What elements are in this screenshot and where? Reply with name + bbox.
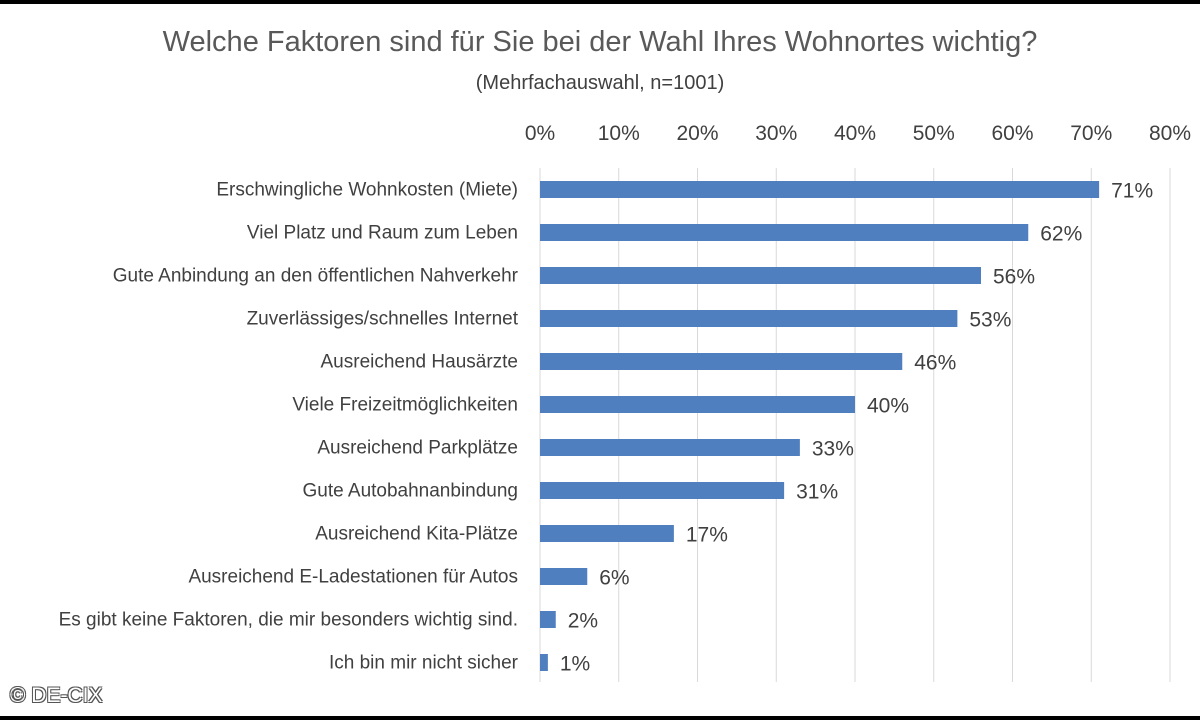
bar <box>540 224 1029 241</box>
category-label: Ich bin mir nicht sicher <box>329 653 519 674</box>
bar <box>540 181 1100 198</box>
category-label: Viel Platz und Raum zum Leben <box>247 223 518 244</box>
category-label: Ausreichend Parkplätze <box>317 438 518 459</box>
x-tick-label: 50% <box>913 122 955 145</box>
bar <box>540 611 556 628</box>
data-label: 17% <box>686 524 728 547</box>
x-tick-label: 20% <box>676 122 718 145</box>
data-label: 31% <box>796 481 838 504</box>
data-label: 33% <box>812 438 854 461</box>
chart-subtitle: (Mehrfachauswahl, n=1001) <box>475 72 725 94</box>
category-label: Ausreichend Kita-Plätze <box>315 524 518 545</box>
x-tick-label: 0% <box>525 122 555 145</box>
data-label: 1% <box>560 653 590 676</box>
bar <box>540 439 800 456</box>
bar <box>540 654 548 671</box>
bar <box>540 525 674 542</box>
bar <box>540 482 785 499</box>
data-label: 6% <box>599 567 629 590</box>
data-label: 62% <box>1040 223 1082 246</box>
copyright-text: © DE-CIX <box>10 684 103 707</box>
x-tick-label: 80% <box>1149 122 1191 145</box>
bar <box>540 568 588 585</box>
x-tick-label: 40% <box>834 122 876 145</box>
bottom-frame-line <box>0 716 1200 720</box>
x-tick-label: 30% <box>755 122 797 145</box>
data-label: 71% <box>1111 180 1153 203</box>
bar <box>540 267 981 284</box>
data-label: 2% <box>568 610 598 633</box>
category-label: Zuverlässiges/schnelles Internet <box>247 309 519 330</box>
bar <box>540 396 855 413</box>
category-label: Ausreichend Hausärzte <box>321 352 519 373</box>
category-label: Gute Anbindung an den öffentlichen Nahve… <box>113 266 519 287</box>
x-tick-label: 60% <box>991 122 1033 145</box>
chart-title: Welche Faktoren sind für Sie bei der Wah… <box>162 26 1038 58</box>
data-label: 46% <box>914 352 956 375</box>
bar <box>540 353 903 370</box>
category-label: Viele Freizeitmöglichkeiten <box>292 395 518 416</box>
data-label: 40% <box>867 395 909 418</box>
bar <box>540 310 958 327</box>
x-tick-label: 70% <box>1070 122 1112 145</box>
data-label: 53% <box>969 309 1011 332</box>
category-label: Ausreichend E-Ladestationen für Autos <box>188 567 518 588</box>
top-frame-line <box>0 0 1200 4</box>
category-label: Es gibt keine Faktoren, die mir besonder… <box>59 610 518 631</box>
data-label: 56% <box>993 266 1035 289</box>
x-tick-label: 10% <box>598 122 640 145</box>
category-label: Erschwingliche Wohnkosten (Miete) <box>216 180 518 201</box>
category-label: Gute Autobahnanbindung <box>302 481 518 502</box>
